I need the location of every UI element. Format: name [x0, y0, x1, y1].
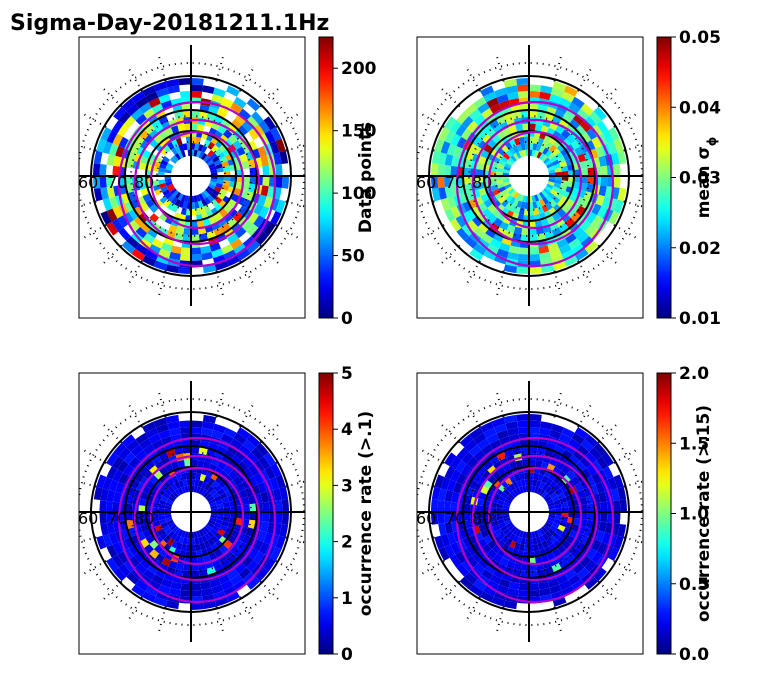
colorbar-tick-label: 4	[341, 420, 353, 440]
latitude-label: 70	[445, 173, 465, 192]
polar-grid	[417, 381, 643, 642]
colorbar-tick-label: 0	[341, 645, 353, 665]
colorbar-tick-label: 0.01	[679, 309, 721, 329]
latitude-label: 60	[78, 173, 98, 192]
subplot-occurrence-01: 60 70 80 0 1 2 3 4 5 occurrence rate (>.1)	[78, 364, 376, 665]
subplot-occurrence-015: 60 70 80 0.0 0.5 1.0 1.5 2.0 occurrence rate (>.…	[416, 364, 714, 665]
colorbar-tick-label: 0.03	[679, 169, 721, 189]
colorbar: 0 50 100 150 200 Data points	[318, 36, 377, 329]
colorbar-tick-label: 2.0	[679, 364, 709, 384]
contour-lines	[455, 100, 615, 268]
heatmap-cells	[93, 414, 290, 610]
latitude-label: 80	[134, 509, 154, 528]
colorbar-tick-label: 50	[341, 247, 365, 267]
polar-grid	[79, 45, 305, 306]
contour-lines	[117, 100, 277, 268]
colorbar-label: occurrence rate (>.1)	[356, 411, 376, 616]
latitude-label: 80	[472, 509, 492, 528]
colorbar-tick-label: 1.0	[679, 505, 709, 525]
polar-grid	[79, 381, 305, 642]
latitude-label: 70	[445, 509, 465, 528]
latitude-label: 60	[78, 509, 98, 528]
colorbar-tick-label: 200	[341, 59, 377, 79]
heatmap-cells	[431, 78, 627, 274]
contour-lines	[455, 436, 615, 604]
colorbar: 0.0 0.5 1.0 1.5 2.0 occurrence rate (>.15)	[656, 364, 714, 665]
axes-frame	[78, 36, 306, 319]
colorbar-tick-label: 1	[341, 589, 353, 609]
heatmap-cells	[431, 414, 627, 610]
colorbar-tick-label: 0.05	[679, 28, 721, 48]
colorbar-tick-label: 1.5	[679, 434, 709, 454]
figure-title: Sigma-Day-20181211.1Hz	[10, 11, 329, 36]
latitude-label: 60	[416, 509, 436, 528]
colorbar-label: occurrence rate (>.15)	[694, 405, 714, 622]
colorbar-tick-label: 0.0	[679, 645, 709, 665]
colorbar-tick-label: 150	[341, 122, 377, 142]
colorbar-tick-label: 0.5	[679, 575, 709, 595]
colorbar-tick-label: 0	[341, 309, 353, 329]
axes-frame	[78, 372, 306, 655]
colorbar-tick-label: 5	[341, 364, 353, 384]
latitude-label: 80	[472, 173, 492, 192]
colorbar-label: Data points	[356, 122, 376, 233]
latitude-label: 70	[107, 509, 127, 528]
colorbar-tick-label: 3	[341, 476, 353, 496]
latitude-label: 80	[134, 173, 154, 192]
latitude-label: 60	[416, 173, 436, 192]
axes-frame	[416, 372, 644, 655]
colorbar-tick-label: 0.02	[679, 239, 721, 259]
polar-grid	[417, 45, 643, 306]
colorbar-tick-label: 0.04	[679, 98, 721, 118]
contour-lines	[117, 436, 277, 604]
subplot-data-points: 60 70 80 0 50 100 150 200 Data points	[78, 36, 377, 329]
colorbar-tick-label: 100	[341, 184, 377, 204]
axes-frame	[416, 36, 644, 319]
latitude-label: 70	[107, 173, 127, 192]
colorbar: 0 1 2 3 4 5 occurrence rate (>.1)	[318, 364, 376, 665]
colorbar-tick-label: 2	[341, 533, 353, 553]
